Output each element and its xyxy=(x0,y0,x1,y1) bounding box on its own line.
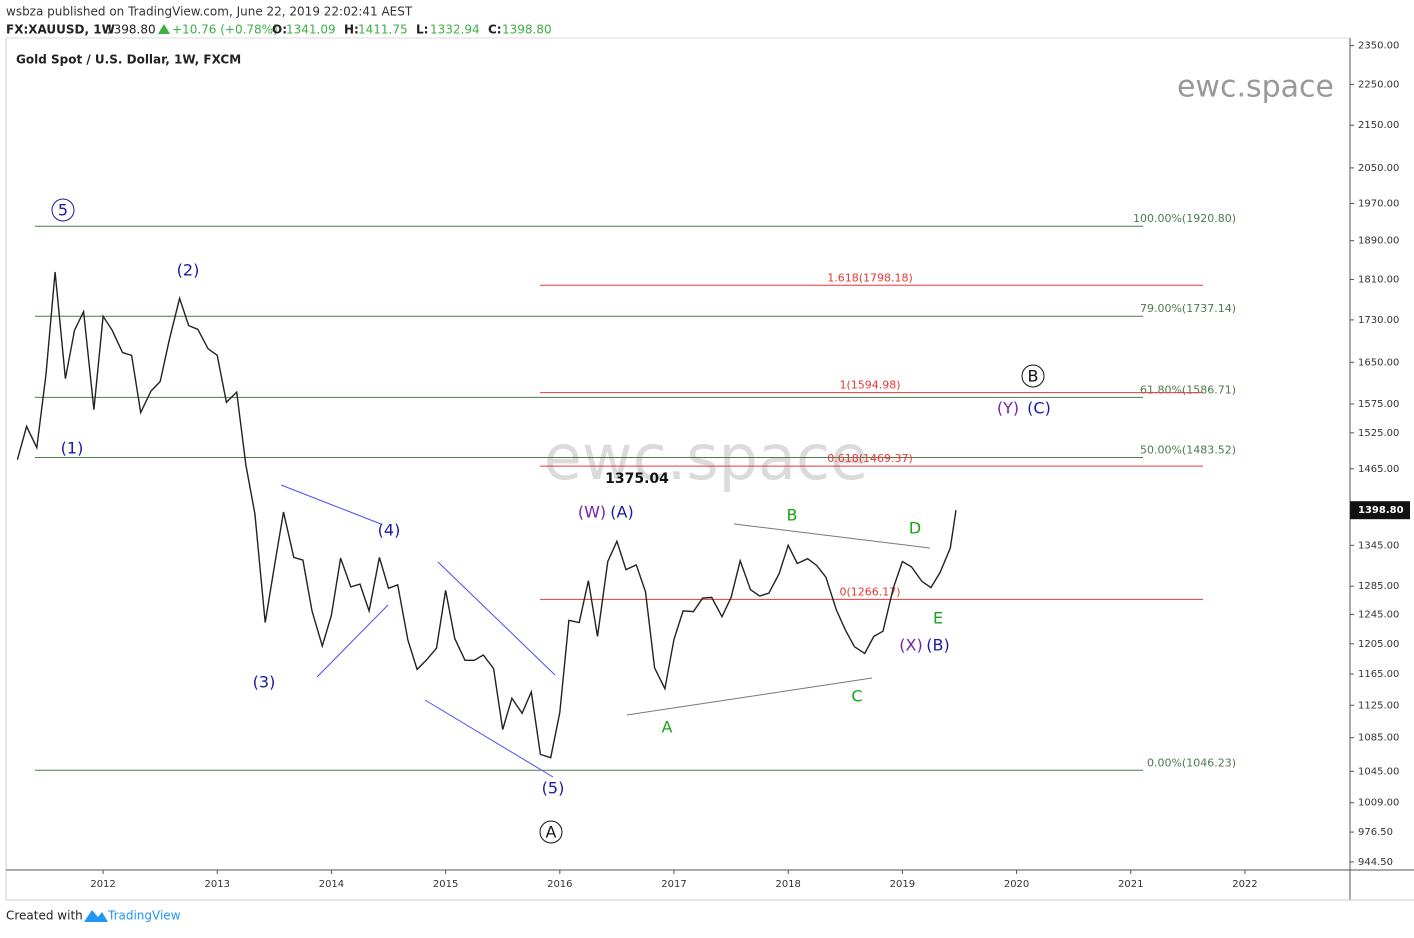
x-tick-label: 2014 xyxy=(319,879,344,890)
publisher: wsbza published on TradingView.com, June… xyxy=(6,5,413,19)
y-tick-label: 1650.00 xyxy=(1358,357,1399,368)
ohlc-value: 1411.75 xyxy=(358,23,408,37)
x-tick-label: 2018 xyxy=(775,879,800,890)
fib-label: 50.00%(1483.52) xyxy=(1140,444,1236,457)
wave-label: C xyxy=(851,687,862,706)
fib-label: 100.00%(1920.80) xyxy=(1133,212,1236,225)
fib-label: 79.00%(1737.14) xyxy=(1140,302,1236,315)
wave-label: (B) xyxy=(926,636,949,655)
y-tick-label: 1165.00 xyxy=(1358,669,1399,680)
y-tick-label: 1125.00 xyxy=(1358,700,1399,711)
chart-title: Gold Spot / U.S. Dollar, 1W, FXCM xyxy=(16,53,241,67)
ohlc-value: 1398.80 xyxy=(502,23,552,37)
y-tick-label: 1525.00 xyxy=(1358,428,1399,439)
fib-extension-label: 1(1594.98) xyxy=(839,379,900,392)
y-tick-label: 1205.00 xyxy=(1358,639,1399,650)
wave-label: E xyxy=(933,609,943,628)
watermark: ewc.space xyxy=(1177,70,1334,105)
trendlines xyxy=(280,484,931,778)
wave-label: A xyxy=(546,823,557,842)
wave-label: A xyxy=(662,718,673,737)
y-tick-label: 2350.00 xyxy=(1358,41,1399,52)
wave-circle xyxy=(539,820,563,844)
ohlc-label: H: xyxy=(344,23,359,37)
last-price-tag xyxy=(1350,501,1410,520)
x-tick-label: 2022 xyxy=(1232,879,1257,890)
y-tick-label: 1085.00 xyxy=(1358,733,1399,744)
ohlc-label: L: xyxy=(416,23,428,37)
wave-circle xyxy=(51,198,75,222)
wave-label: 5 xyxy=(58,201,68,220)
wave-circle xyxy=(1021,364,1045,388)
y-tick-label: 1575.00 xyxy=(1358,399,1399,410)
change: +10.76 (+0.78%) xyxy=(172,23,278,37)
x-tick-label: 2015 xyxy=(433,879,458,890)
y-tick-label: 2250.00 xyxy=(1358,80,1399,91)
wave-label: (A) xyxy=(610,503,633,522)
y-tick-label: 1730.00 xyxy=(1358,315,1399,326)
logo xyxy=(84,910,108,922)
y-tick-label: 1345.00 xyxy=(1358,540,1399,551)
y-tick-label: 1245.00 xyxy=(1358,610,1399,621)
price: 1398.80 xyxy=(106,23,156,37)
wave-label: (5) xyxy=(542,779,565,798)
symbol: FX:XAUUSD, 1W xyxy=(6,23,115,37)
wave-label: (1) xyxy=(61,439,84,458)
wave-label: (W) xyxy=(578,503,606,522)
y-tick-label: 1890.00 xyxy=(1358,236,1399,247)
ohlc-label: O: xyxy=(272,23,287,37)
x-tick-label: 2020 xyxy=(1004,879,1029,890)
y-tick-label: 2050.00 xyxy=(1358,163,1399,174)
fib-extension-label: 1.618(1798.18) xyxy=(827,271,913,284)
ohlc-value: 1332.94 xyxy=(430,23,480,37)
fib-extension-label: 0(1266.17) xyxy=(839,585,900,598)
fib-extension-label: 0.618(1469.37) xyxy=(827,452,913,465)
y-tick-label: 944.50 xyxy=(1358,857,1393,868)
x-tick-label: 2021 xyxy=(1118,879,1143,890)
x-tick-label: 2016 xyxy=(547,879,572,890)
x-tick-label: 2017 xyxy=(661,879,686,890)
wave-label: B xyxy=(787,506,798,525)
y-tick-label: 1045.00 xyxy=(1358,766,1399,777)
up-arrow xyxy=(158,24,170,34)
created-with: Created with xyxy=(6,909,83,923)
ohlc: O: 1341.09 H: 1411.75 L: 1332.94 C: 1398.80 xyxy=(272,23,552,37)
fib-label: 61.80%(1586.71) xyxy=(1140,383,1236,396)
y-tick-label: 1970.00 xyxy=(1358,199,1399,210)
brand: TradingView xyxy=(107,909,181,923)
fib-label: 0.00%(1046.23) xyxy=(1147,756,1236,769)
wave-label: 1375.04 xyxy=(605,471,669,487)
price-line xyxy=(16,271,957,759)
last-price-label: 1398.80 xyxy=(1358,505,1404,516)
ohlc-value: 1341.09 xyxy=(286,23,336,37)
wave-label: (3) xyxy=(253,673,276,692)
wave-label: (Y) xyxy=(997,399,1019,418)
y-tick-label: 2150.00 xyxy=(1358,120,1399,131)
wave-label: (2) xyxy=(177,261,200,280)
wave-label: (4) xyxy=(378,521,401,540)
y-tick-label: 976.50 xyxy=(1358,827,1393,838)
wave-label: (X) xyxy=(899,636,922,655)
ohlc-label: C: xyxy=(488,23,502,37)
wave-label: D xyxy=(909,519,921,538)
y-tick-label: 1465.00 xyxy=(1358,464,1399,475)
wave-label: (C) xyxy=(1027,399,1051,418)
x-tick-label: 2012 xyxy=(90,879,115,890)
wave-label: B xyxy=(1028,367,1039,386)
y-tick-label: 1285.00 xyxy=(1358,581,1399,592)
y-tick-label: 1810.00 xyxy=(1358,274,1399,285)
x-tick-label: 2019 xyxy=(890,879,915,890)
x-tick-label: 2013 xyxy=(205,879,230,890)
y-tick-label: 1009.00 xyxy=(1358,798,1399,809)
